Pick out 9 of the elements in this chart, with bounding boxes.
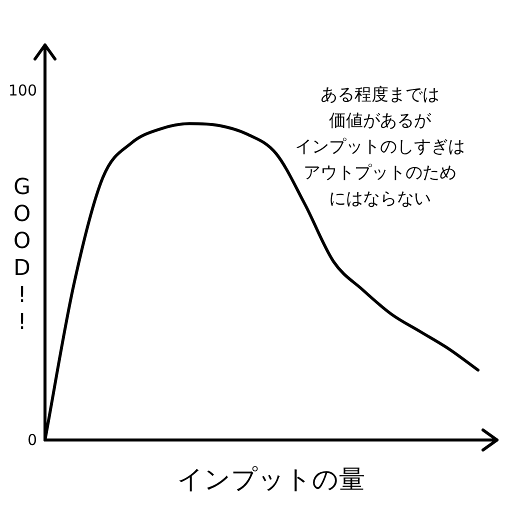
y-tick-label: 0 xyxy=(27,431,37,449)
annotation: にはならない xyxy=(329,189,431,209)
y-tick-label: 100 xyxy=(8,81,37,100)
y-axis-title: GOOD!! xyxy=(10,175,34,337)
annotation: アウトプットのため xyxy=(304,163,456,183)
annotation: インプットのしすぎは xyxy=(295,137,465,157)
annotation: 価値があるが xyxy=(329,111,432,131)
x-axis-title: インプットの量 xyxy=(177,465,365,495)
annotation: ある程度までは xyxy=(320,85,440,105)
